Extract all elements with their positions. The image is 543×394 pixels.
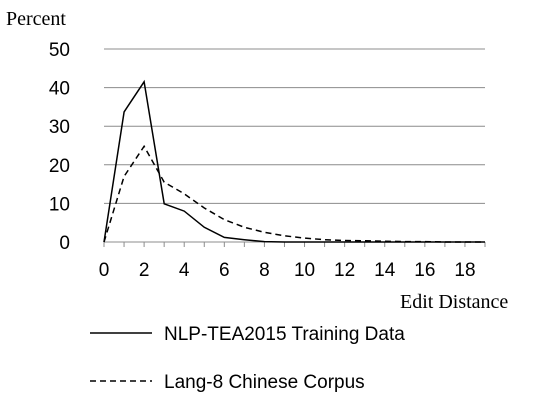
- y-axis: 0 10 20 30 40 50: [49, 40, 70, 254]
- series-line-2: [103, 144, 485, 243]
- plot-series: [103, 79, 485, 243]
- x-tick-label: 18: [454, 260, 475, 281]
- x-tick-label: 10: [294, 260, 315, 281]
- y-tick-label: 30: [49, 117, 70, 138]
- x-tick-label: 16: [414, 260, 435, 281]
- x-tick-label: 6: [219, 260, 230, 281]
- x-tick-label: 14: [374, 260, 396, 281]
- legend-label-series-1: NLP-TEA2015 Training Data: [164, 324, 405, 345]
- x-axis: 0 2 4 6 8 10 12 14 16 18: [99, 241, 486, 281]
- legend: NLP-TEA2015 Training Data Lang-8 Chinese…: [90, 324, 405, 393]
- y-tick-label: 40: [49, 79, 70, 100]
- y-tick-label: 10: [49, 194, 70, 215]
- y-tick-label: 50: [49, 40, 70, 61]
- y-axis-label: Percent: [6, 8, 66, 30]
- x-tick-label: 2: [139, 260, 150, 281]
- x-axis-label: Edit Distance: [400, 291, 508, 313]
- y-tick-label: 20: [49, 156, 70, 177]
- x-tick-label: 4: [179, 260, 190, 281]
- x-tick-label: 0: [99, 260, 110, 281]
- grid-lines: [104, 48, 485, 204]
- legend-label-series-2: Lang-8 Chinese Corpus: [164, 372, 365, 393]
- y-tick-label: 0: [59, 233, 70, 254]
- x-tick-label: 12: [334, 260, 355, 281]
- x-tick-label: 8: [259, 260, 270, 281]
- series-line-1: [103, 79, 485, 243]
